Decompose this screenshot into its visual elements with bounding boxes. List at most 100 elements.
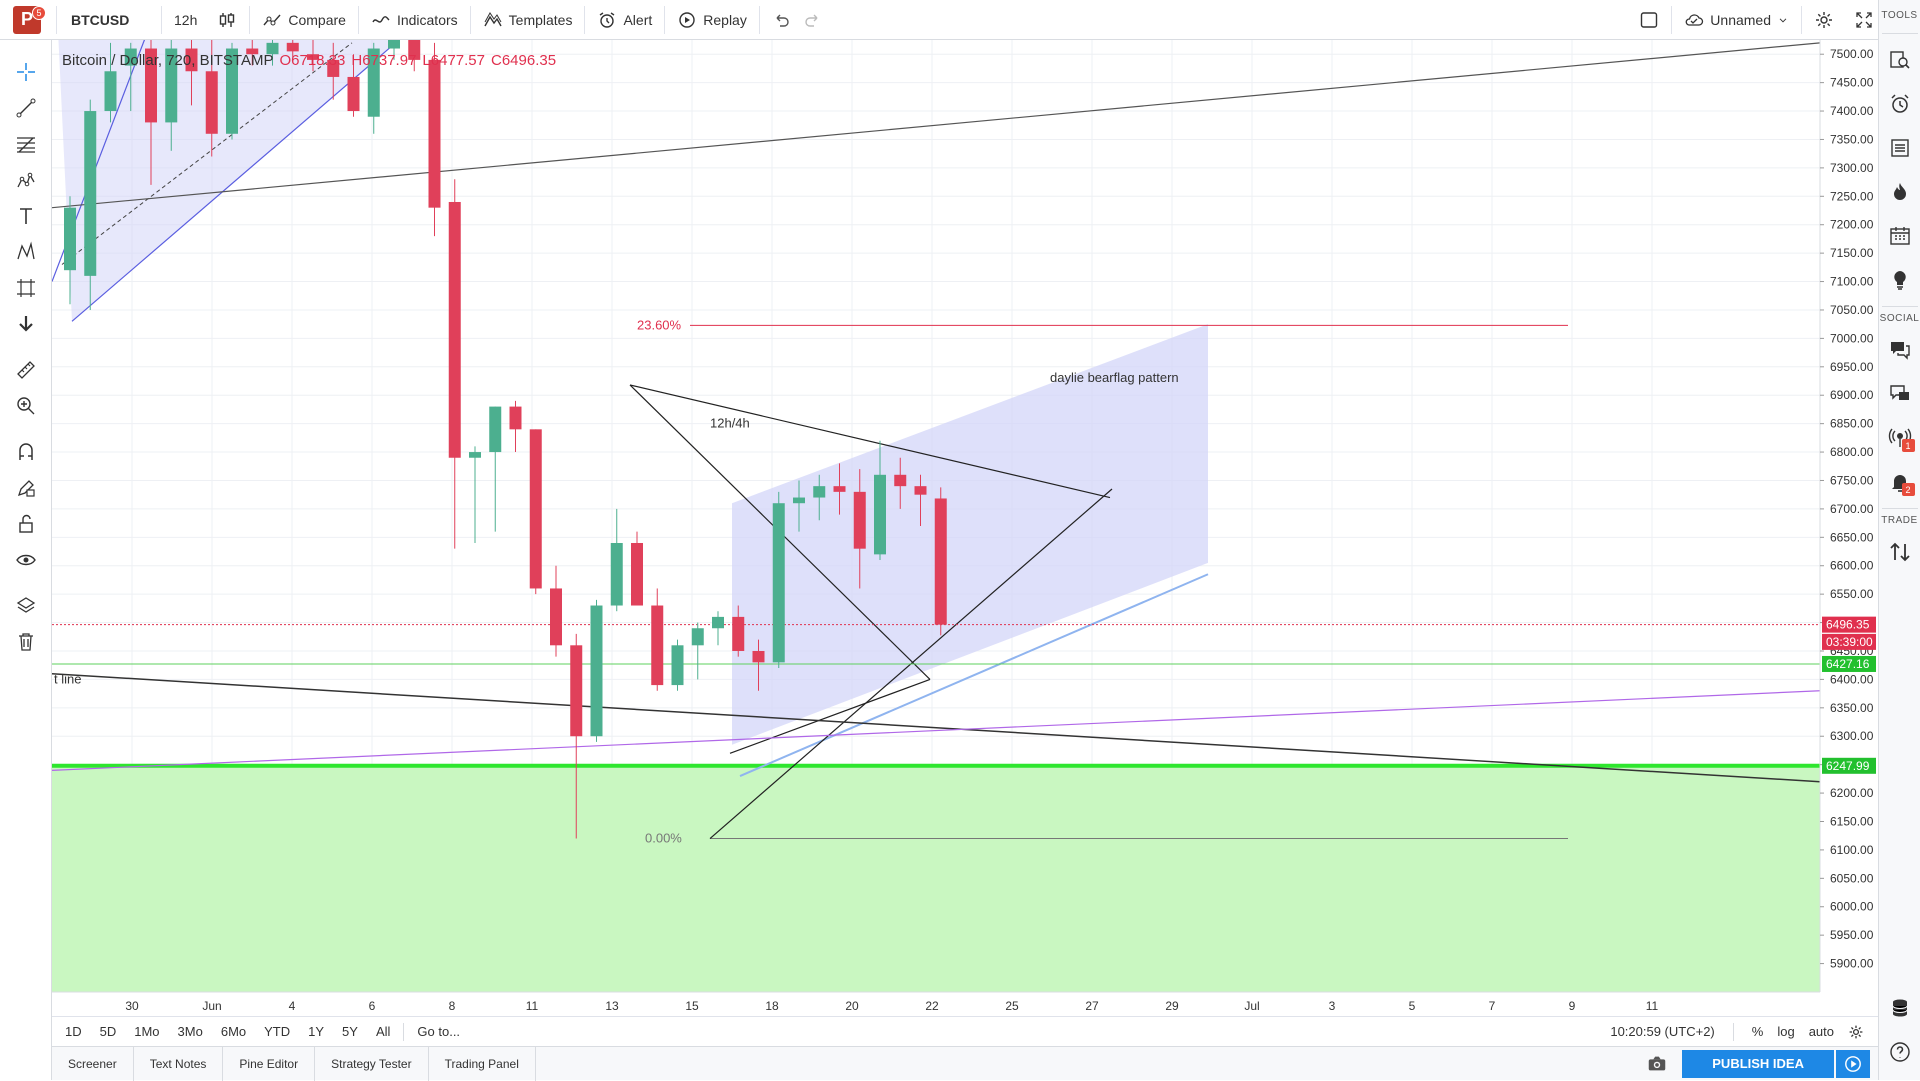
settings-button[interactable] (1804, 0, 1844, 40)
streams-badge: 1 (1901, 439, 1915, 452)
tab-trading-panel[interactable]: Trading Panel (429, 1046, 536, 1081)
replay-button[interactable]: Replay (667, 0, 757, 40)
range-5d[interactable]: 5D (99, 1024, 117, 1039)
private-chats-button[interactable] (1883, 372, 1917, 416)
alert-button[interactable]: Alert (587, 0, 662, 40)
help-button[interactable] (1883, 1030, 1917, 1074)
gear-icon[interactable] (1848, 1024, 1864, 1040)
range-1mo[interactable]: 1Mo (134, 1024, 160, 1039)
tab-text-notes[interactable]: Text Notes (134, 1046, 224, 1081)
range-6mo[interactable]: 6Mo (220, 1024, 247, 1039)
legend-title: Bitcoin / Dollar, 720, BITSTAMP (62, 52, 274, 69)
notification-badge: 5 (32, 5, 46, 20)
redo-button[interactable] (802, 0, 832, 40)
range-all[interactable]: All (375, 1024, 391, 1039)
hotlists-button[interactable] (1883, 170, 1917, 214)
database-icon (1892, 999, 1907, 1017)
crosshair-tool[interactable] (8, 54, 44, 90)
symbol-search[interactable]: BTCUSD (71, 11, 130, 28)
divider (1881, 508, 1918, 509)
zoom-tool[interactable] (8, 388, 44, 424)
fullscreen-button[interactable] (1844, 0, 1884, 40)
chart-pane[interactable]: 23.60% 0.00% 12h/4h daylie bearflag pattern… (52, 40, 1878, 1040)
remove-drawings-tool[interactable] (8, 624, 44, 660)
candle-body (874, 474, 886, 555)
trendline-tool[interactable] (8, 90, 44, 126)
compare-button[interactable]: Compare (252, 0, 356, 40)
watchlist-button[interactable] (1883, 38, 1917, 82)
time-tick-label: Jun (202, 999, 221, 1013)
price-tick-label: 7150.00 (1830, 246, 1874, 260)
lightbulb-icon (1893, 271, 1906, 290)
tab-screener[interactable]: Screener (52, 1046, 134, 1081)
calendar-button[interactable] (1883, 214, 1917, 258)
pattern-tool[interactable] (8, 162, 44, 198)
triangle-upper (629, 384, 1111, 499)
prediction-tool[interactable] (8, 270, 44, 306)
more-tools-arrow[interactable] (8, 306, 44, 342)
range-1y[interactable]: 1Y (308, 1024, 325, 1039)
legend-open: O6718.33 (279, 52, 346, 69)
fullscreen-toggle[interactable] (1629, 0, 1669, 40)
trading-button[interactable] (1883, 530, 1917, 574)
indicators-button[interactable]: Indicators (361, 0, 468, 40)
chart-style-button[interactable] (207, 0, 247, 40)
tab-pine-editor[interactable]: Pine Editor (223, 1046, 316, 1081)
candle-body (286, 42, 299, 52)
logo[interactable]: P 5 (0, 0, 54, 40)
templates-button[interactable]: Templates (473, 0, 583, 40)
hide-drawings-tool[interactable] (8, 542, 44, 578)
candle-body (469, 452, 481, 458)
fib-tool[interactable] (8, 126, 44, 162)
log-scale-toggle[interactable]: log (1777, 1024, 1795, 1039)
layout-menu[interactable]: Unnamed (1674, 0, 1799, 40)
candle-body (408, 40, 421, 60)
private-chat-icon (1889, 385, 1909, 400)
percent-scale-toggle[interactable]: % (1751, 1024, 1764, 1039)
chats-button[interactable] (1883, 328, 1917, 372)
interval-button[interactable]: 12h (164, 0, 207, 40)
text-tool[interactable] (8, 198, 44, 234)
tab-strategy-tester[interactable]: Strategy Tester (315, 1046, 429, 1081)
goto-date-button[interactable]: Go to... (417, 1024, 461, 1039)
fib-23-label: 23.60% (637, 317, 682, 332)
clock[interactable]: 10:20:59 (UTC+2) (1610, 1024, 1715, 1039)
data-window-button[interactable] (1883, 126, 1917, 170)
candle-body (691, 628, 704, 646)
candle-body (165, 48, 178, 123)
measure-tool[interactable] (8, 352, 44, 388)
price-chart[interactable]: 23.60% 0.00% 12h/4h daylie bearflag pattern… (52, 40, 1878, 1016)
streams-button[interactable]: 1 (1883, 416, 1917, 460)
alerts-button[interactable] (1883, 82, 1917, 126)
series-legend: Bitcoin / Dollar, 720, BITSTAMP O6718.33… (62, 52, 556, 69)
database-button[interactable] (1883, 986, 1917, 1030)
publish-video-button[interactable] (1836, 1049, 1870, 1078)
stay-in-drawing-tool[interactable] (8, 470, 44, 506)
ideas-button[interactable] (1883, 258, 1917, 302)
price-tick-label: 7100.00 (1830, 275, 1874, 289)
text-icon (19, 208, 32, 224)
candle-body (64, 207, 76, 271)
support-zone (52, 765, 1820, 992)
camera-icon[interactable] (1646, 1053, 1668, 1075)
notifications-button[interactable]: 2 (1883, 460, 1917, 504)
range-5y[interactable]: 5Y (342, 1024, 358, 1039)
candle-body (226, 48, 238, 134)
alarm-clock-icon (600, 11, 615, 28)
candle-body (185, 48, 198, 72)
time-tick-label: 4 (289, 999, 296, 1013)
time-tick-label: 9 (1569, 999, 1576, 1013)
lock-drawings-tool[interactable] (8, 506, 44, 542)
channel-topleft (58, 40, 399, 322)
range-3mo[interactable]: 3Mo (177, 1024, 203, 1039)
range-ytd[interactable]: YTD (264, 1024, 291, 1039)
range-1d[interactable]: 1D (65, 1024, 82, 1039)
crosshair-icon (16, 63, 35, 81)
undo-button[interactable] (762, 0, 802, 40)
magnet-tool[interactable] (8, 434, 44, 470)
object-tree-tool[interactable] (8, 588, 44, 624)
publish-idea-button[interactable]: PUBLISH IDEA (1682, 1049, 1834, 1078)
last-price-tag: 6496.35 (1826, 618, 1870, 632)
auto-scale-toggle[interactable]: auto (1808, 1024, 1834, 1039)
xabcd-tool[interactable] (8, 234, 44, 270)
